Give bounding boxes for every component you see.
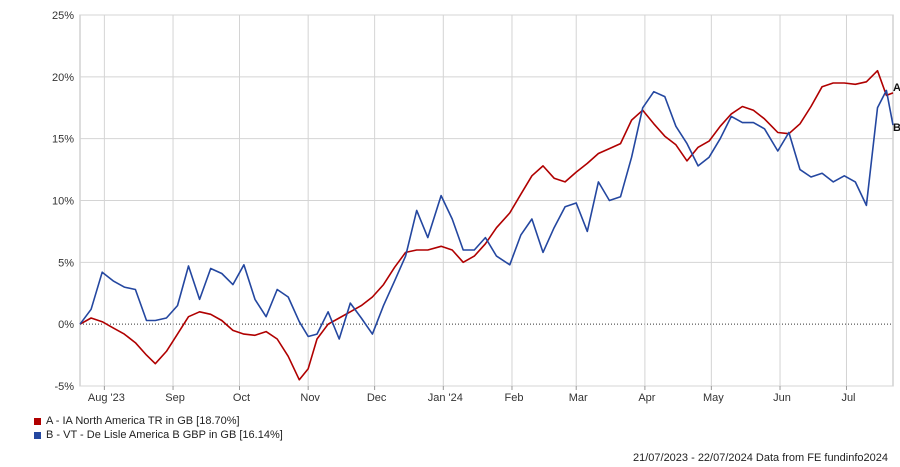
x-tick-label: May — [703, 392, 724, 404]
chart-footer: 21/07/2023 - 22/07/2024 Data from FE fun… — [632, 452, 888, 464]
legend-swatch-a — [34, 417, 41, 425]
legend-label-b: B - VT - De Lisle America B GBP in GB [1… — [46, 429, 283, 441]
series-end-label-a: A — [893, 82, 900, 94]
chart-series: AB — [79, 69, 900, 381]
y-tick-label: 15% — [52, 134, 74, 146]
y-tick-label: 5% — [58, 257, 74, 269]
y-tick-label: 20% — [52, 72, 74, 84]
y-tick-label: -5% — [54, 381, 74, 393]
y-axis: 25% 20% 15% 10% 5% 0% -5% — [52, 10, 74, 393]
x-tick-label: Mar — [569, 392, 588, 404]
y-tick-label: 10% — [52, 196, 74, 208]
line-chart: 25% 20% 15% 10% 5% 0% -5% Aug '23 Sep Oct Nov Dec J… — [52, 10, 900, 404]
x-tick-label: Aug '23 — [88, 392, 125, 404]
legend-item-b: B - VT - De Lisle America B GBP in GB [1… — [34, 428, 283, 442]
legend-swatch-b — [34, 431, 41, 439]
series-line-a — [79, 69, 894, 381]
series-line-b — [79, 89, 894, 340]
y-tick-label: 25% — [52, 10, 74, 22]
x-tick-label: Sep — [165, 392, 185, 404]
x-tick-label: Oct — [233, 392, 250, 404]
x-tick-label: Apr — [638, 392, 655, 404]
x-tick-label: Nov — [300, 392, 320, 404]
y-tick-label: 0% — [58, 319, 74, 331]
legend-item-a: A - IA North America TR in GB [18.70%] — [34, 414, 283, 428]
chart-grid — [79, 14, 894, 387]
chart-legend: A - IA North America TR in GB [18.70%] B… — [34, 414, 283, 442]
x-tick-label: Dec — [367, 392, 387, 404]
x-tick-label: Jul — [841, 392, 855, 404]
legend-label-a: A - IA North America TR in GB [18.70%] — [46, 415, 240, 427]
x-axis: Aug '23 Sep Oct Nov Dec Jan '24 Feb Mar Apr May Ju… — [88, 386, 856, 404]
series-end-label-b: B — [893, 122, 900, 134]
x-tick-label: Feb — [504, 392, 523, 404]
x-tick-label: Jun — [773, 392, 791, 404]
x-tick-label: Jan '24 — [428, 392, 463, 404]
